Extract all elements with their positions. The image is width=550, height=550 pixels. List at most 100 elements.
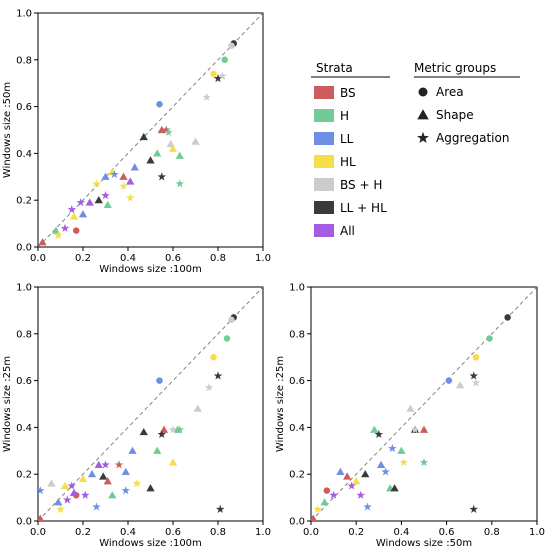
data-point <box>87 470 97 478</box>
y-tick-label: 0.8 <box>289 329 305 340</box>
data-point <box>336 467 345 475</box>
strata-legend-label: LL + HL <box>340 201 387 215</box>
plot-area <box>37 12 264 248</box>
data-point <box>164 127 173 136</box>
data-point <box>119 172 128 180</box>
diagonal-reference-line <box>310 286 538 522</box>
data-point <box>99 472 108 480</box>
data-point <box>472 353 480 361</box>
x-tick-label: 0.0 <box>30 527 46 538</box>
strata-color-swatch <box>314 224 334 237</box>
data-point <box>156 101 163 108</box>
data-point <box>38 486 45 495</box>
strata-legend-items: BS H LL HL BS + H LL + HL All <box>314 86 387 238</box>
data-point <box>130 163 139 171</box>
plot-area <box>310 286 538 522</box>
data-point <box>313 504 323 513</box>
x-tick-label: 0.2 <box>75 253 91 264</box>
data-point <box>419 425 429 433</box>
data-point <box>80 490 90 499</box>
data-point <box>101 172 110 180</box>
data-point <box>157 429 167 439</box>
data-point <box>92 179 101 188</box>
y-tick-label: 1.0 <box>16 9 32 20</box>
data-point <box>153 149 162 157</box>
data-point <box>228 316 235 324</box>
diagonal-reference-line <box>37 12 264 248</box>
data-point <box>69 212 79 220</box>
y-tick-label: 0.4 <box>289 423 305 434</box>
strata-color-swatch <box>314 132 334 145</box>
x-tick-label: 0.2 <box>75 527 91 538</box>
data-point <box>157 125 166 134</box>
data-point <box>406 404 415 412</box>
data-point <box>126 177 135 185</box>
data-point <box>218 71 227 80</box>
strata-legend-label: All <box>340 224 355 238</box>
data-point <box>445 377 453 384</box>
x-tick-label: 0.0 <box>30 253 46 264</box>
y-tick-label: 0.2 <box>16 470 32 481</box>
y-tick-label: 0.6 <box>16 376 32 387</box>
data-point <box>94 460 103 468</box>
data-point <box>213 371 223 380</box>
y-tick-label: 0.8 <box>16 329 32 340</box>
strata-color-swatch <box>314 109 334 122</box>
data-point <box>62 495 72 504</box>
data-point <box>168 425 178 434</box>
data-point <box>469 504 478 513</box>
data-point <box>202 92 212 101</box>
y-tick-label: 0.0 <box>16 243 32 254</box>
x-axis-label: Windows size :100m <box>99 264 202 275</box>
data-point <box>139 132 148 141</box>
data-point <box>51 226 61 234</box>
data-point <box>343 472 352 480</box>
data-point <box>320 498 329 506</box>
data-point <box>157 172 167 181</box>
data-point <box>146 156 155 164</box>
x-tick-label: 0.8 <box>210 253 226 264</box>
plot-area <box>37 286 264 522</box>
data-point <box>47 479 56 487</box>
data-point <box>73 227 80 234</box>
data-point <box>78 474 88 482</box>
data-point <box>103 200 112 208</box>
x-tick-label: 0.0 <box>303 527 319 538</box>
strata-color-swatch <box>314 178 334 191</box>
y-tick-label: 1.0 <box>289 283 305 294</box>
data-point <box>92 502 101 511</box>
legend: Strata BS H LL HL BS + H LL + HL All Metric gr… <box>311 61 520 238</box>
scatter-panel-3: 0.0 0.2 0.4 0.6 0.8 1.0 0.0 0.2 0.4 0.6 0.8 1.0 Wind… <box>275 283 545 550</box>
data-point <box>146 484 155 492</box>
data-point <box>53 230 63 239</box>
x-tick-label: 1.0 <box>529 527 545 538</box>
data-point <box>78 210 88 218</box>
y-tick-label: 0.4 <box>16 149 32 160</box>
data-point <box>471 378 481 387</box>
data-point <box>125 193 135 202</box>
x-tick-label: 0.8 <box>210 527 226 538</box>
data-point <box>121 467 130 475</box>
data-point <box>363 502 372 511</box>
data-point <box>101 191 110 200</box>
strata-color-swatch <box>314 201 334 214</box>
x-tick-label: 0.8 <box>484 527 500 538</box>
data-point <box>191 137 200 145</box>
scatter-panel-1: 0.0 0.2 0.4 0.6 0.8 1.0 0.0 0.2 0.4 0.6 0.8 1.0 Wind… <box>2 9 271 276</box>
data-point <box>94 196 103 204</box>
data-point <box>381 467 390 476</box>
y-axis-label: Windows size :25m <box>275 356 286 452</box>
strata-legend-label: BS + H <box>340 178 382 192</box>
metric-legend-label: Aggregation <box>436 131 509 145</box>
x-tick-label: 0.4 <box>393 527 409 538</box>
data-point <box>221 56 228 64</box>
y-tick-label: 1.0 <box>16 283 32 294</box>
data-point <box>390 484 399 492</box>
x-tick-label: 1.0 <box>255 527 271 538</box>
data-point <box>161 125 171 134</box>
data-point <box>175 151 184 159</box>
x-tick-label: 0.6 <box>165 253 181 264</box>
triangle-marker-icon <box>417 109 429 120</box>
data-point <box>67 205 77 214</box>
data-point <box>486 335 493 342</box>
